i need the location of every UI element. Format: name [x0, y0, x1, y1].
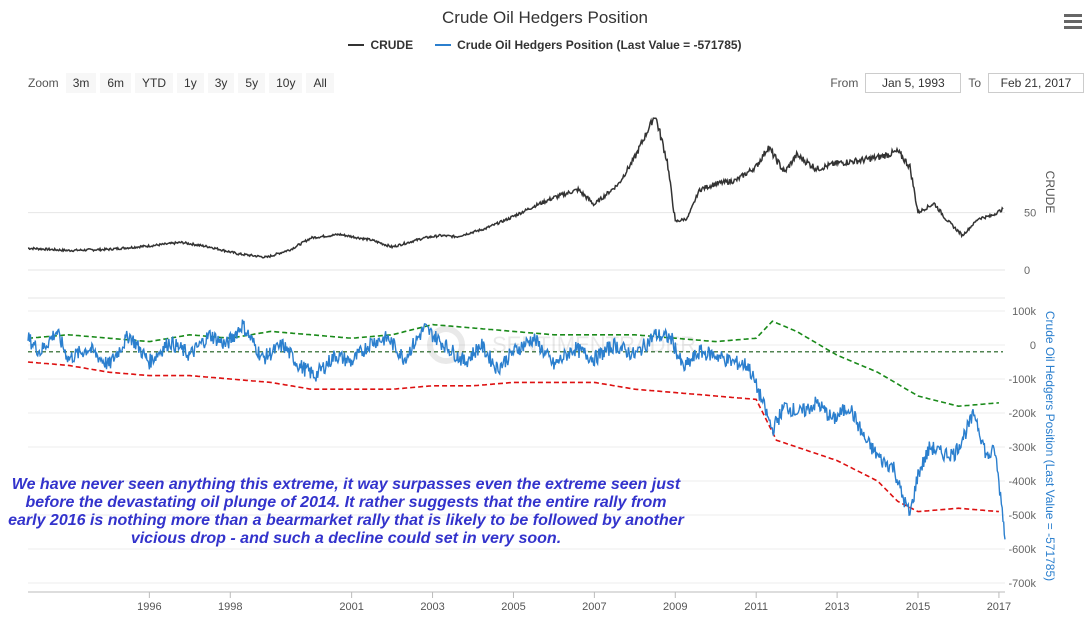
legend-item-crude[interactable]: CRUDE — [348, 38, 413, 52]
bottom-y-tick-label: -600k — [1008, 544, 1036, 556]
x-tick-label: 2015 — [906, 601, 930, 613]
axes: 0 50 100k 0 -100k -200k -300k -400k -500k -600k -7… — [28, 171, 1057, 613]
legend-swatch-crude — [348, 44, 365, 46]
x-tick-label: 2013 — [825, 601, 849, 613]
to-label: To — [968, 76, 981, 90]
annotation-text: We have never seen anything this extreme… — [8, 476, 684, 547]
top-y-tick-label: 50 — [1024, 208, 1036, 220]
chart-title: Crude Oil Hedgers Position — [442, 8, 648, 27]
bottom-y-tick-label: -100k — [1008, 374, 1036, 386]
zoom-controls: Zoom 3m 6m YTD 1y 3y 5y 10y All — [28, 73, 334, 93]
legend-label-hedgers: Crude Oil Hedgers Position (Last Value =… — [457, 38, 742, 52]
upper-band-line — [27, 320, 999, 408]
zoom-label: Zoom — [28, 76, 59, 90]
zoom-10y-button[interactable]: 10y — [269, 73, 303, 93]
x-tick-label: 2003 — [420, 601, 444, 613]
zoom-3m-button[interactable]: 3m — [65, 73, 97, 93]
watermark-logo-icon — [427, 326, 465, 364]
top-y-tick-label: 0 — [1024, 265, 1030, 277]
legend-item-hedgers[interactable]: Crude Oil Hedgers Position (Last Value =… — [435, 38, 742, 52]
x-tick-label: 2007 — [582, 601, 606, 613]
x-tick-label: 2017 — [987, 601, 1011, 613]
zoom-3y-button[interactable]: 3y — [207, 73, 235, 93]
hamburger-menu-icon[interactable] — [1064, 14, 1082, 30]
bottom-y-tick-label: -500k — [1008, 510, 1036, 522]
bottom-y-tick-label: -300k — [1008, 442, 1036, 454]
series-line-crude — [27, 117, 1004, 259]
x-tick-label: 2005 — [501, 601, 525, 613]
x-tick-label: 1998 — [218, 601, 242, 613]
from-label: From — [830, 76, 859, 90]
legend: CRUDE Crude Oil Hedgers Position (Last V… — [0, 38, 1090, 52]
x-tick-label: 2001 — [339, 601, 363, 613]
from-date-input[interactable] — [865, 73, 962, 93]
zoom-1y-button[interactable]: 1y — [177, 73, 204, 93]
zoom-all-button[interactable]: All — [306, 73, 334, 93]
grid — [28, 212, 1005, 584]
lower-band-line — [27, 361, 999, 513]
series-line-hedgers — [27, 319, 1006, 540]
x-tick-label: 2011 — [744, 601, 768, 613]
series-lines — [27, 117, 1006, 540]
zoom-ytd-button[interactable]: YTD — [135, 73, 174, 93]
bottom-y-tick-label: -400k — [1008, 476, 1036, 488]
x-tick-label: 2009 — [663, 601, 687, 613]
x-tick-label: 1996 — [137, 601, 161, 613]
bottom-y-tick-label: -200k — [1008, 408, 1036, 420]
date-range: From To — [830, 73, 1084, 93]
top-y-axis-title: CRUDE — [1043, 171, 1057, 214]
legend-label-crude: CRUDE — [370, 38, 414, 52]
bottom-y-tick-label: -700k — [1008, 578, 1036, 590]
legend-swatch-hedgers — [435, 44, 452, 46]
to-date-input[interactable] — [988, 73, 1084, 93]
bottom-y-tick-label: 0 — [1030, 340, 1036, 352]
bottom-y-axis-title: Crude Oil Hedgers Position (Last Value =… — [1043, 311, 1057, 581]
zoom-6m-button[interactable]: 6m — [100, 73, 132, 93]
zoom-5y-button[interactable]: 5y — [238, 73, 266, 93]
bottom-y-tick-label: 100k — [1012, 306, 1036, 318]
